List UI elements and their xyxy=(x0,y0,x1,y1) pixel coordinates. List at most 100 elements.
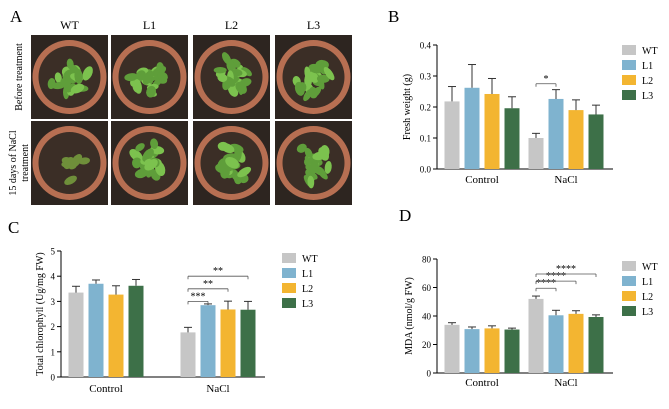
legend-swatch-l1 xyxy=(622,60,636,70)
legend-label-l3: L3 xyxy=(642,307,653,318)
significance-label: **** xyxy=(546,271,566,282)
legend-label-l1: L1 xyxy=(642,61,653,72)
rosette-leaf xyxy=(323,66,335,81)
significance-label: ** xyxy=(203,279,213,290)
rosette-leaf xyxy=(67,158,78,169)
rosette-leaf xyxy=(296,143,307,153)
rosette-leaf xyxy=(150,138,159,150)
y-tick-label: 0 xyxy=(427,369,432,379)
rosette-leaf xyxy=(135,143,145,152)
rosette-leaf xyxy=(51,81,66,90)
y-tick-label: 4 xyxy=(51,272,56,282)
photo-l1-after xyxy=(111,121,188,205)
rosette-leaf xyxy=(132,157,142,169)
rosette-leaf xyxy=(74,68,83,85)
x-tick-label: Control xyxy=(465,174,499,186)
row-label-line: 15 days of NaCl xyxy=(8,130,19,195)
legend-swatch-wt xyxy=(282,253,296,263)
bar-l1 xyxy=(548,98,564,169)
x-tick-label: Control xyxy=(465,377,499,389)
bar-l2 xyxy=(484,93,500,169)
panel-letter: B xyxy=(388,7,399,26)
bar-l2 xyxy=(108,294,124,377)
row-label-line: Before treatment xyxy=(14,43,25,111)
photo-wt-after xyxy=(31,121,108,205)
legend-swatch-l2 xyxy=(282,283,296,293)
panel-d: D 0 20 40 60 80 MDA (nmol/g FW) Control NaCl ****… xyxy=(399,206,658,389)
legend-swatch-l3 xyxy=(622,306,636,316)
rosette-leaf xyxy=(233,147,242,163)
rosette-leaf xyxy=(82,66,93,81)
bar-l1 xyxy=(464,87,480,169)
bar-l2 xyxy=(568,110,584,169)
legend-swatch-wt xyxy=(622,261,636,271)
bar-l3 xyxy=(504,108,520,169)
legend-label-wt: WT xyxy=(642,46,658,57)
legend-swatch-wt xyxy=(622,45,636,55)
photo-l3-before xyxy=(275,35,352,119)
column-label-l3: L3 xyxy=(307,18,320,32)
column-label-l2: L2 xyxy=(225,18,238,32)
rosette-leaf xyxy=(146,85,157,98)
panel-b: B 0.0 0.1 0.2 0.3 0.4 Fresh weight (g) Control N… xyxy=(388,7,658,186)
rosette-leaf xyxy=(144,159,158,171)
rosette-leaf xyxy=(144,71,153,83)
rosette-leaf xyxy=(217,73,228,83)
legend-label-l1: L1 xyxy=(642,277,653,288)
y-tick-label: 1 xyxy=(51,347,56,357)
y-tick-label: 0.0 xyxy=(420,165,432,175)
photo-l2-after xyxy=(193,121,270,205)
bar-wt xyxy=(444,101,460,169)
rosette-leaf xyxy=(241,67,252,77)
rosette-leaf xyxy=(132,81,141,93)
bar-wt xyxy=(180,332,196,377)
rosette-leaf xyxy=(231,68,243,77)
rosette-leaf xyxy=(64,175,77,185)
rosette-leaf xyxy=(220,143,235,154)
column-label-l1: L1 xyxy=(143,18,156,32)
bar-l2 xyxy=(220,309,236,377)
rosette-leaf xyxy=(235,81,247,94)
row-label-2: 15 days of NaCl treatment xyxy=(8,130,31,195)
legend-label-wt: WT xyxy=(302,254,318,265)
legend-swatch-l3 xyxy=(282,298,296,308)
photo-l1-before xyxy=(111,35,188,119)
bar-l1 xyxy=(200,305,216,377)
legend-swatch-l1 xyxy=(622,276,636,286)
bar-l2 xyxy=(568,313,584,373)
significance-label: **** xyxy=(536,278,556,289)
significance-label: *** xyxy=(191,291,206,302)
rosette-leaf xyxy=(225,156,239,169)
rosette-leaf xyxy=(324,160,332,174)
legend-swatch-l2 xyxy=(622,75,636,85)
photo-l3-after xyxy=(275,121,352,205)
legend-swatch-l2 xyxy=(622,291,636,301)
bar-wt xyxy=(444,324,460,373)
panel-a-letter: A xyxy=(10,7,23,26)
x-tick-label: NaCl xyxy=(206,383,229,395)
bar-l1 xyxy=(88,283,104,377)
rosette-leaf xyxy=(65,83,76,93)
y-tick-label: 3 xyxy=(51,297,56,307)
rosette-leaf xyxy=(308,63,323,74)
photo-l2-before xyxy=(193,35,270,119)
rosette-leaf xyxy=(316,74,330,83)
y-tick-label: 0.4 xyxy=(420,41,432,51)
significance-label: * xyxy=(544,74,549,85)
bar-l3 xyxy=(128,285,144,377)
bar-wt xyxy=(528,298,544,373)
bar-l3 xyxy=(588,114,604,169)
panel-letter: D xyxy=(399,206,411,225)
bar-l2 xyxy=(484,328,500,373)
rosette-leaf xyxy=(308,171,318,180)
bar-l3 xyxy=(240,309,256,377)
column-label-wt: WT xyxy=(60,18,79,32)
y-axis-label: Fresh weight (g) xyxy=(402,74,413,140)
legend-label-l2: L2 xyxy=(302,284,313,295)
legend-label-l2: L2 xyxy=(642,292,653,303)
rosette-leaf xyxy=(142,148,154,162)
rosette-leaf xyxy=(156,62,164,73)
rosette-leaf xyxy=(318,169,328,180)
bar-l1 xyxy=(548,315,564,373)
rosette-leaf xyxy=(237,166,252,178)
